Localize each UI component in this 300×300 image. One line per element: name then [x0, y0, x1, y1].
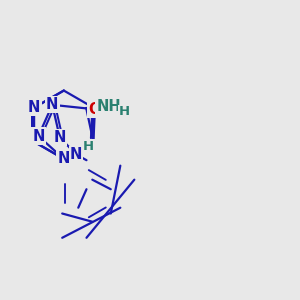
- Text: NH: NH: [96, 98, 121, 113]
- Text: N: N: [53, 130, 66, 145]
- Text: N: N: [46, 97, 59, 112]
- Text: O: O: [88, 102, 101, 117]
- Text: N: N: [70, 147, 82, 162]
- Text: H: H: [83, 140, 94, 153]
- Text: N: N: [28, 100, 40, 115]
- Text: N: N: [32, 128, 45, 143]
- Text: H: H: [118, 106, 130, 118]
- Text: N: N: [58, 152, 70, 166]
